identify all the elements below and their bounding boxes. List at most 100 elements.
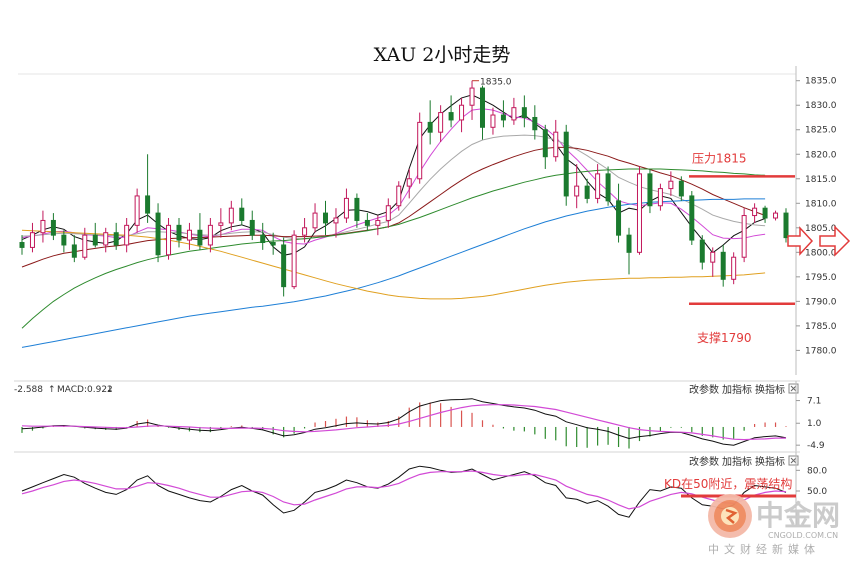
candle-body xyxy=(678,180,684,197)
candle-body xyxy=(647,173,653,207)
candle xyxy=(281,237,287,297)
candle-body xyxy=(689,195,695,241)
candle-body xyxy=(773,212,779,219)
macd-close-icon[interactable] xyxy=(788,383,799,394)
macd-histogram xyxy=(21,402,787,449)
candle-body xyxy=(71,244,77,258)
candle xyxy=(553,119,559,162)
kd-close-icon[interactable] xyxy=(788,455,799,466)
candle xyxy=(783,208,789,243)
candle xyxy=(438,105,444,142)
candle-body xyxy=(228,207,234,224)
moving-average-line xyxy=(21,168,766,329)
candle-body xyxy=(249,219,255,236)
candle-body xyxy=(626,234,632,253)
candle xyxy=(427,100,433,145)
candle xyxy=(134,188,140,233)
candle-body xyxy=(103,232,109,246)
macd-tick-label: 7.1 xyxy=(807,397,821,407)
candle xyxy=(40,210,46,243)
price-tick-label: 1780.0 xyxy=(805,346,837,356)
kd-axis: 80.0 50.0 xyxy=(796,466,827,497)
right-arrow-icon xyxy=(787,226,814,256)
cngold-watermark: 中金网 CNGOLD.COM.CN 中文财经新媒体 xyxy=(708,494,840,556)
price-tick-label: 1810.0 xyxy=(805,199,837,209)
candle-body xyxy=(448,112,454,121)
candle-body xyxy=(385,205,391,221)
candle-body xyxy=(511,107,517,121)
candle-body xyxy=(134,195,140,226)
macd-switch-indicator-button[interactable]: 换指标 xyxy=(755,383,785,396)
candle-body xyxy=(616,200,622,236)
price-tick-label: 1805.0 xyxy=(805,224,837,234)
macd-dif-line xyxy=(21,398,787,446)
kd-switch-indicator-button[interactable]: 换指标 xyxy=(755,455,785,468)
candle xyxy=(249,210,255,241)
candle xyxy=(595,164,601,204)
candle xyxy=(323,200,329,236)
candle xyxy=(542,124,548,169)
candle-body xyxy=(521,107,527,118)
candle-body xyxy=(354,197,360,221)
right-arrow-icon-outer xyxy=(819,225,851,257)
candle-body xyxy=(657,188,663,207)
candle-body xyxy=(260,234,266,244)
candle xyxy=(50,213,56,241)
candle xyxy=(166,218,172,260)
candle-body xyxy=(720,251,726,280)
candle-body xyxy=(312,212,318,229)
kd-add-indicator-button[interactable]: 加指标 xyxy=(722,455,752,468)
candle-body xyxy=(323,212,329,224)
chart-title: XAU 2小时走势 xyxy=(374,44,511,66)
candle xyxy=(668,171,674,196)
candle xyxy=(500,100,506,128)
macd-panel: -2.588 ↑ MACD:0.922 ↓ 改参数 加指标 换指标 7.1 1.0… xyxy=(14,380,825,452)
candle xyxy=(145,154,151,223)
price-tick-label: 1800.0 xyxy=(805,248,837,258)
candle xyxy=(417,112,423,184)
candle-body xyxy=(532,116,538,131)
candle-body xyxy=(553,131,559,158)
candle xyxy=(762,205,768,223)
macd-add-indicator-button[interactable]: 加指标 xyxy=(722,383,752,396)
moving-average-line xyxy=(21,108,766,245)
candle-body xyxy=(438,112,444,133)
kd-tick-label: 80.0 xyxy=(807,466,827,476)
candle-body xyxy=(50,219,56,236)
high-price-label: 1835.0 xyxy=(480,78,512,88)
candle-body xyxy=(563,131,569,197)
price-tick-label: 1830.0 xyxy=(805,101,837,111)
candle-body xyxy=(500,114,506,121)
candle xyxy=(155,203,161,263)
candle-body xyxy=(145,195,151,214)
candle-body xyxy=(417,121,423,180)
candle-body xyxy=(155,212,161,256)
resistance-label: 压力1815 xyxy=(692,151,747,165)
candle xyxy=(626,227,632,275)
kd-edit-params-button[interactable]: 改参数 xyxy=(689,455,719,468)
candle xyxy=(207,218,213,253)
candle-body xyxy=(479,87,485,128)
candle xyxy=(333,208,339,238)
price-tick-label: 1785.0 xyxy=(805,322,837,332)
candle-body xyxy=(636,173,642,253)
watermark-tagline: 中文财经新媒体 xyxy=(708,542,820,556)
candle xyxy=(584,178,590,204)
macd-edit-params-button[interactable]: 改参数 xyxy=(689,383,719,396)
candle-body xyxy=(783,212,789,239)
candle xyxy=(490,107,496,135)
candle xyxy=(396,181,402,211)
candle xyxy=(385,198,391,228)
kd-tick-label: 50.0 xyxy=(807,487,827,497)
kd-k-line xyxy=(21,465,787,518)
candle-body xyxy=(207,224,213,246)
candle xyxy=(647,168,653,214)
candle xyxy=(364,213,370,231)
watermark-brand: 中金网 xyxy=(756,499,840,532)
moving-average-lines xyxy=(21,94,766,348)
candle xyxy=(406,168,412,199)
candle xyxy=(752,203,758,223)
moving-average-line xyxy=(21,146,766,268)
candle-body xyxy=(343,197,349,219)
candle xyxy=(678,176,684,201)
